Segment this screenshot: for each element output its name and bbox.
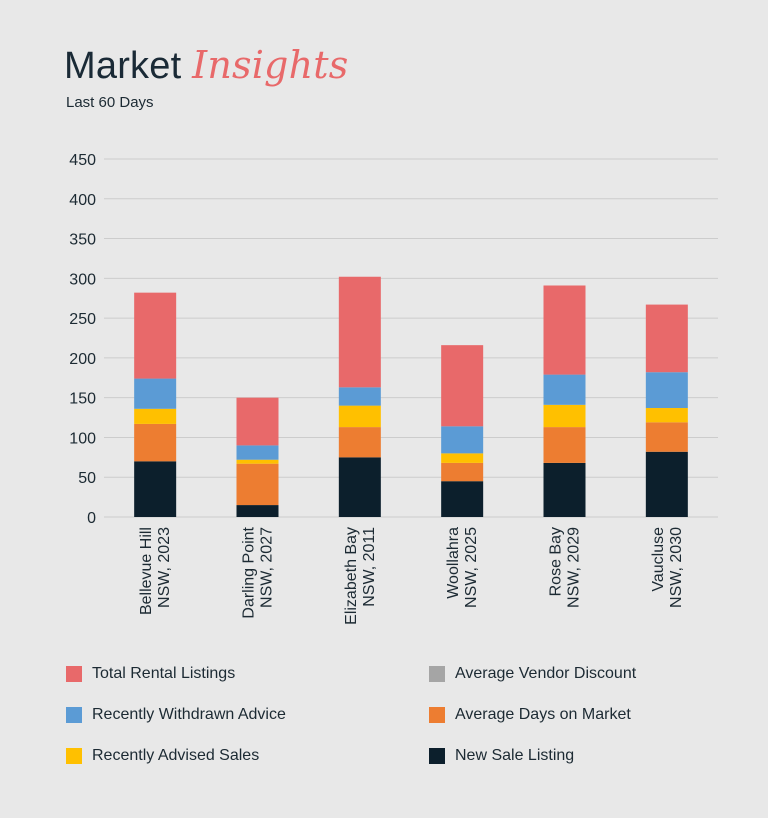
y-tick-label: 150 [69,391,96,408]
bar-segment [338,387,381,406]
y-tick-label: 400 [69,192,96,209]
legend-swatch-withdrawn [66,707,82,723]
bar-segment [441,345,484,427]
bar-segment [338,427,381,458]
page-title: Market Insights [64,40,348,91]
legend-item-days-on-market: Average Days on Market [429,706,631,724]
legend-label-vendor-discount: Average Vendor Discount [455,665,637,682]
bar-segment [441,462,484,482]
bar-segment [645,372,688,409]
legend-item-vendor-discount: Average Vendor Discount [429,665,636,683]
title-main: Market [64,45,182,87]
legend-swatch-new-sale [429,748,445,764]
bar-segment [543,404,586,428]
bar-segment [645,451,688,517]
x-tick-label: Rose Bay NSW, 2029 [548,527,583,608]
bar-segment [236,459,279,464]
x-tick-label-line: Bellevue Hill [138,527,155,615]
bar-segment [645,408,688,423]
legend-swatch-advised [66,748,82,764]
legend-label-advised: Recently Advised Sales [92,747,260,764]
bar-segment [543,285,586,375]
legend-swatch-total-rental [66,666,82,682]
y-tick-label: 450 [69,152,96,169]
bar-segment [441,481,484,517]
x-tick-label: Vaucluse NSW, 2030 [650,527,685,608]
x-tick-label: Elizabeth Bay NSW, 2011 [343,527,378,625]
x-tick-label-line: NSW, 2030 [668,527,685,608]
y-tick-label: 0 [87,510,96,527]
y-tick-label: 250 [69,311,96,328]
x-tick-label: Bellevue Hill NSW, 2023 [138,527,173,615]
x-tick-label-line: NSW, 2023 [156,527,173,608]
bar-segment [338,457,381,517]
bar-segment [543,374,586,405]
bar-segment [645,304,688,373]
bar-segment [236,463,279,506]
bar-segment [236,397,279,446]
x-tick-label-line: Darling Point [241,526,258,618]
bar-segment [134,423,177,462]
bar-segment [645,422,688,452]
x-tick-label-line: Rose Bay [548,527,565,596]
legend-item-advised: Recently Advised Sales [66,747,259,765]
bar-segment [236,505,279,517]
x-tick-label-line: Vaucluse [650,527,667,592]
legend-label-new-sale: New Sale Listing [455,747,575,764]
y-tick-label: 50 [78,470,96,487]
bar-segment [134,408,177,424]
title-accent: Insights [192,43,349,87]
x-tick-label-line: NSW, 2027 [259,527,276,608]
legend-swatch-vendor-discount [429,666,445,682]
bar-segment [134,378,177,409]
bar-segment [134,292,177,379]
legend-item-total-rental: Total Rental Listings [66,665,235,683]
x-tick-label-line: NSW, 2025 [463,527,480,608]
bar-segment [134,461,177,517]
subtitle: Last 60 Days [66,94,154,111]
legend-item-new-sale: New Sale Listing [429,747,574,765]
bar-segment [338,276,381,388]
legend-label-withdrawn: Recently Withdrawn Advice [92,706,286,723]
bar-segment [236,445,279,460]
y-tick-label: 100 [69,430,96,447]
legend-item-withdrawn: Recently Withdrawn Advice [66,706,286,724]
x-tick-label: Darling Point NSW, 2027 [241,526,276,618]
x-tick-label-line: Elizabeth Bay [343,527,360,625]
stacked-bar-chart: 0 50 100 150 200 250 300 350 400 450 Bellevue Hill… [69,152,718,625]
bar-segment [441,453,484,463]
y-tick-label: 200 [69,351,96,368]
bar-segment [338,405,381,428]
bar-segment [543,462,586,517]
x-tick-label: Woollahra NSW, 2025 [445,527,480,608]
bar-segment [441,426,484,454]
x-tick-label-line: NSW, 2029 [566,527,583,608]
y-tick-label: 350 [69,232,96,249]
bar-segment [543,427,586,463]
y-tick-label: 300 [69,271,96,288]
legend-label-total-rental: Total Rental Listings [92,665,236,682]
legend-swatch-days-on-market [429,707,445,723]
x-tick-label-line: Woollahra [445,527,462,599]
x-tick-label-line: NSW, 2011 [361,527,378,607]
legend-label-days-on-market: Average Days on Market [455,706,631,723]
